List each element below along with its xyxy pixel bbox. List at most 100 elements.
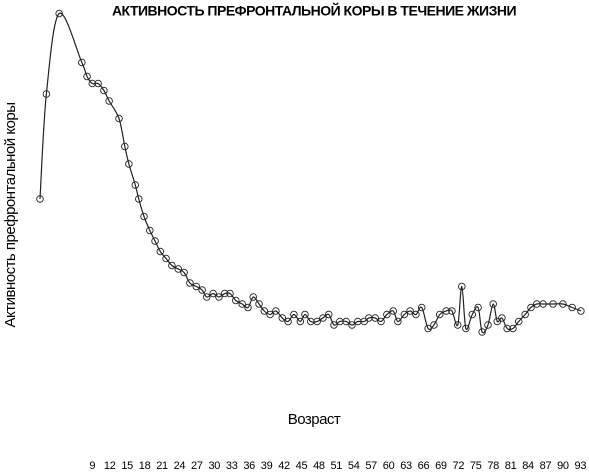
x-tick-label: 51 <box>330 460 342 472</box>
marker <box>448 307 456 315</box>
x-tick-label: 54 <box>348 460 360 472</box>
marker <box>348 321 356 329</box>
marker <box>313 317 321 326</box>
marker <box>244 303 252 312</box>
marker <box>394 317 402 326</box>
marker <box>156 247 165 256</box>
marker <box>221 289 229 298</box>
marker <box>55 9 63 18</box>
line <box>39 12 582 334</box>
marker <box>284 317 292 326</box>
marker <box>135 195 143 203</box>
marker <box>430 321 438 329</box>
marker <box>202 293 211 301</box>
marker <box>489 300 497 308</box>
marker <box>226 289 234 298</box>
marker <box>249 293 257 301</box>
marker <box>266 310 274 319</box>
marker <box>568 303 576 312</box>
marker <box>94 79 102 88</box>
marker <box>168 261 176 270</box>
marker <box>577 307 585 315</box>
marker <box>371 314 379 322</box>
marker <box>140 212 148 221</box>
marker <box>121 142 129 151</box>
x-tick-label: 42 <box>278 460 290 472</box>
x-tick-label: 90 <box>557 460 569 472</box>
marker <box>539 300 547 308</box>
x-tick-label: 36 <box>243 460 255 472</box>
marker <box>198 286 206 294</box>
marker <box>417 303 426 312</box>
marker <box>474 303 482 312</box>
marker <box>238 300 246 308</box>
marker <box>424 324 432 333</box>
marker <box>498 314 506 322</box>
marker <box>527 303 535 312</box>
marker <box>383 310 391 319</box>
marker <box>105 97 113 105</box>
marker <box>400 310 409 319</box>
x-tick-label: 81 <box>505 460 517 472</box>
marker <box>278 314 287 322</box>
marker <box>78 58 86 67</box>
x-tick-label: 24 <box>174 460 186 472</box>
marker <box>115 114 123 123</box>
marker <box>493 317 502 326</box>
x-tick-label: 45 <box>296 460 308 472</box>
marker <box>360 317 368 326</box>
marker <box>186 279 194 287</box>
marker <box>88 79 97 88</box>
marker <box>462 324 470 333</box>
x-tick-label: 63 <box>400 460 412 472</box>
marker <box>521 310 529 319</box>
marker <box>174 265 183 273</box>
x-tick-label: 66 <box>418 460 430 472</box>
marker <box>412 310 420 319</box>
marker <box>319 314 327 322</box>
marker <box>215 293 223 301</box>
chart-title: АКТИВНОСТЬ ПРЕФРОНТАЛЬНОЙ КОРЫ В ТЕЧЕНИЕ… <box>112 2 517 19</box>
x-tick-label: 72 <box>453 460 465 472</box>
marker <box>442 307 450 315</box>
x-tick-label: 9 <box>89 460 95 472</box>
x-tick-label: 30 <box>208 460 220 472</box>
marker <box>458 282 466 291</box>
marker <box>377 317 385 326</box>
x-tick-label: 87 <box>540 460 552 472</box>
marker <box>503 324 511 333</box>
marker <box>162 254 170 263</box>
marker <box>406 307 414 315</box>
marker <box>559 300 567 308</box>
x-tick-label: 18 <box>139 460 151 472</box>
x-tick-label: 48 <box>313 460 325 472</box>
x-tick-label: 27 <box>191 460 203 472</box>
x-tick-label: 78 <box>487 460 499 472</box>
marker <box>42 90 51 98</box>
marker <box>272 307 280 315</box>
marker <box>260 307 269 315</box>
x-tick-label: 15 <box>121 460 133 472</box>
marker <box>342 317 350 326</box>
marker <box>296 317 305 326</box>
marker <box>255 300 263 308</box>
x-axis-label: Возраст <box>288 411 341 428</box>
x-tick-label: 75 <box>470 460 482 472</box>
marker <box>435 310 444 319</box>
marker <box>146 226 154 235</box>
x-tick-label: 69 <box>435 460 447 472</box>
marker <box>125 160 133 168</box>
x-tick-label: 93 <box>575 460 587 472</box>
marker <box>232 296 240 305</box>
marker <box>180 268 188 277</box>
marker <box>83 72 91 81</box>
marker <box>301 310 309 319</box>
marker <box>192 282 201 291</box>
marker <box>453 321 462 329</box>
x-tick-label: 57 <box>365 460 377 472</box>
x-tick-label: 84 <box>522 460 534 472</box>
marker <box>330 321 338 329</box>
x-tick-label: 33 <box>226 460 238 472</box>
marker <box>36 195 44 203</box>
marker <box>515 317 523 326</box>
